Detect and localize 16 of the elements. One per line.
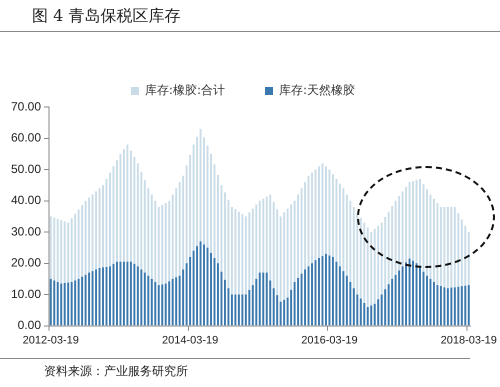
y-tick-label: 20.00 (11, 256, 42, 270)
y-tick-label: 0.00 (18, 318, 42, 332)
y-tick-label: 30.00 (11, 224, 42, 238)
x-tick-label: 2016-03-19 (301, 334, 358, 346)
y-tick-label: 10.00 (11, 286, 42, 301)
legend-label: 库存:天然橡胶 (279, 83, 356, 98)
text: 资料来源：产业服务研究所 (44, 363, 188, 380)
x-tick-label: 2014-03-19 (162, 334, 218, 346)
x-tick-label: 2018-03-19 (440, 334, 497, 346)
y-tick-label: 60.00 (11, 130, 42, 145)
y-tick-label: 70.00 (11, 99, 42, 114)
y-tick-label: 50.00 (11, 162, 42, 176)
x-tick-label: 2012-03-19 (22, 334, 79, 346)
legend-label: 库存:橡胶:合计 (144, 83, 226, 98)
y-tick-label: 40.00 (11, 193, 42, 208)
chart-title: 图 4 青岛保税区库存 (32, 6, 180, 27)
